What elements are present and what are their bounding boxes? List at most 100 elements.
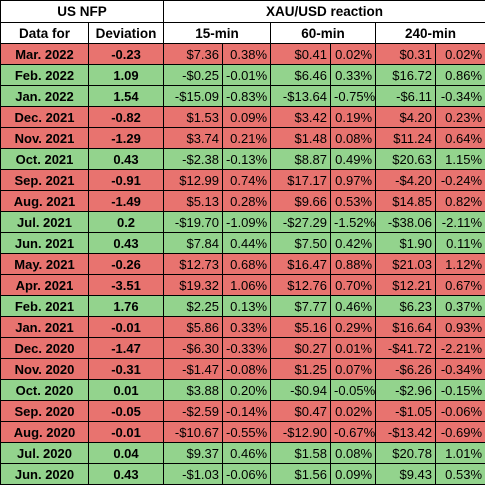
data-row: Feb. 2021 1.76 $2.25 0.13% $7.77 0.46% $6.23 0.… (0, 295, 485, 317)
value-cell: 0.46% (222, 442, 272, 464)
data-row: Nov. 2021 -1.29 $3.74 0.21% $1.48 0.08% $11.24… (0, 127, 485, 149)
column-header: 15-min (163, 22, 272, 44)
value-cell: -0.24% (435, 169, 485, 191)
value-cell: 0.13% (222, 295, 272, 317)
month-cell: Jul. 2020 (0, 442, 89, 464)
month-cell: Oct. 2020 (0, 379, 89, 401)
value-cell: 0.09% (330, 463, 377, 485)
value-cell: $20.78 (375, 442, 437, 464)
value-cell: -2.21% (435, 337, 485, 359)
value-cell: $4.20 (375, 106, 437, 128)
value-cell: -0.69% (435, 421, 485, 443)
value-cell: 0.19% (330, 106, 377, 128)
value-cell: 0.33% (222, 316, 272, 338)
value-cell: -$13.64 (270, 85, 332, 107)
value-cell: -0.06% (435, 400, 485, 422)
value-cell: $8.87 (270, 148, 332, 170)
column-header: 60-min (270, 22, 377, 44)
deviation-cell: 0.2 (87, 211, 165, 233)
value-cell: 1.01% (435, 442, 485, 464)
value-cell: 0.08% (330, 442, 377, 464)
month-cell: Oct. 2021 (0, 148, 89, 170)
value-cell: -0.55% (222, 421, 272, 443)
month-cell: Feb. 2021 (0, 295, 89, 317)
month-cell: Aug. 2021 (0, 190, 89, 212)
value-cell: $3.74 (163, 127, 224, 149)
value-cell: $1.48 (270, 127, 332, 149)
month-cell: Nov. 2020 (0, 358, 89, 380)
value-cell: 0.49% (330, 148, 377, 170)
value-cell: 0.01% (330, 337, 377, 359)
value-cell: 1.15% (435, 148, 485, 170)
deviation-cell: 1.76 (87, 295, 165, 317)
value-cell: 0.02% (330, 43, 377, 65)
column-header-row: Data for Deviation 15-min 60-min 240-min (0, 22, 485, 44)
value-cell: $7.50 (270, 232, 332, 254)
value-cell: 0.07% (330, 358, 377, 380)
value-cell: $6.46 (270, 64, 332, 86)
deviation-cell: -0.31 (87, 358, 165, 380)
value-cell: 0.88% (330, 253, 377, 275)
value-cell: 0.53% (435, 463, 485, 485)
value-cell: -0.14% (222, 400, 272, 422)
value-cell: $0.41 (270, 43, 332, 65)
value-cell: -$12.90 (270, 421, 332, 443)
value-cell: -0.75% (330, 85, 377, 107)
month-cell: Sep. 2021 (0, 169, 89, 191)
value-cell: -0.34% (435, 358, 485, 380)
value-cell: 1.06% (222, 274, 272, 296)
value-cell: $7.84 (163, 232, 224, 254)
deviation-cell: 0.01 (87, 379, 165, 401)
value-cell: $1.56 (270, 463, 332, 485)
deviation-cell: 1.09 (87, 64, 165, 86)
deviation-cell: -0.01 (87, 421, 165, 443)
month-cell: Apr. 2021 (0, 274, 89, 296)
deviation-cell: -0.23 (87, 43, 165, 65)
value-cell: $7.36 (163, 43, 224, 65)
data-row: Jan. 2021 -0.01 $5.86 0.33% $5.16 0.29% $16.64… (0, 316, 485, 338)
column-header: Deviation (87, 22, 165, 44)
value-cell: $5.16 (270, 316, 332, 338)
value-cell: $16.47 (270, 253, 332, 275)
value-cell: -1.09% (222, 211, 272, 233)
value-cell: $6.23 (375, 295, 437, 317)
value-cell: $12.76 (270, 274, 332, 296)
column-header: Data for (0, 22, 89, 44)
value-cell: -$6.30 (163, 337, 224, 359)
value-cell: 0.74% (222, 169, 272, 191)
deviation-cell: 1.54 (87, 85, 165, 107)
deviation-cell: 0.43 (87, 232, 165, 254)
month-cell: Jan. 2022 (0, 85, 89, 107)
month-cell: Jun. 2021 (0, 232, 89, 254)
value-cell: 0.29% (330, 316, 377, 338)
value-cell: -0.67% (330, 421, 377, 443)
value-cell: 0.64% (435, 127, 485, 149)
value-cell: $12.73 (163, 253, 224, 275)
data-row: Apr. 2021 -3.51 $19.32 1.06% $12.76 0.70% $12.… (0, 274, 485, 296)
value-cell: 0.37% (435, 295, 485, 317)
deviation-cell: 0.04 (87, 442, 165, 464)
deviation-cell: -0.26 (87, 253, 165, 275)
value-cell: 0.46% (330, 295, 377, 317)
value-cell: $16.72 (375, 64, 437, 86)
value-cell: $2.25 (163, 295, 224, 317)
value-cell: $21.03 (375, 253, 437, 275)
value-cell: 0.09% (222, 106, 272, 128)
data-row: Oct. 2020 0.01 $3.88 0.20% -$0.94 -0.05% -$2.9… (0, 379, 485, 401)
value-cell: $17.17 (270, 169, 332, 191)
value-cell: -0.33% (222, 337, 272, 359)
value-cell: -0.15% (435, 379, 485, 401)
value-cell: -2.11% (435, 211, 485, 233)
data-row: Aug. 2020 -0.01 -$10.67 -0.55% -$12.90 -0.67%… (0, 421, 485, 443)
value-cell: -0.01% (222, 64, 272, 86)
data-row: Jan. 2022 1.54 -$15.09 -0.83% -$13.64 -0.75% -… (0, 85, 485, 107)
value-cell: $0.31 (375, 43, 437, 65)
value-cell: $9.43 (375, 463, 437, 485)
deviation-cell: -0.82 (87, 106, 165, 128)
value-cell: -$6.11 (375, 85, 437, 107)
month-cell: Jul. 2021 (0, 211, 89, 233)
value-cell: -$0.25 (163, 64, 224, 86)
value-cell: $3.88 (163, 379, 224, 401)
value-cell: $0.47 (270, 400, 332, 422)
